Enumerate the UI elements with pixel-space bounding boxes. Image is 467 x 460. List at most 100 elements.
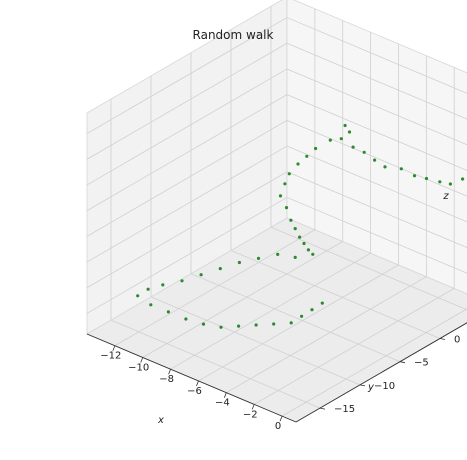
y-tick bbox=[399, 361, 406, 364]
data-point bbox=[298, 235, 302, 239]
z-grid-line bbox=[86, 120, 288, 237]
y-tick bbox=[439, 338, 446, 340]
data-point bbox=[199, 273, 203, 277]
z-grid-line bbox=[86, 197, 288, 314]
data-point bbox=[283, 182, 287, 186]
z-grid-line bbox=[86, 145, 288, 263]
x-grid-line bbox=[226, 276, 427, 394]
y-axis-label: y bbox=[367, 382, 375, 393]
data-point bbox=[373, 158, 377, 162]
x-axis-line bbox=[86, 333, 297, 423]
data-point bbox=[289, 321, 293, 325]
x-tick bbox=[223, 392, 227, 398]
data-point bbox=[314, 146, 318, 151]
data-point bbox=[310, 308, 314, 312]
data-point bbox=[412, 174, 417, 178]
data-point bbox=[289, 218, 293, 222]
y-grid-line bbox=[230, 250, 441, 339]
data-point bbox=[256, 256, 261, 260]
data-point bbox=[219, 325, 223, 329]
z-grid-line bbox=[286, 145, 467, 223]
data-point bbox=[305, 154, 309, 158]
y-tick-label: −5 bbox=[414, 358, 429, 369]
data-point bbox=[351, 145, 355, 149]
z-grid-line bbox=[286, 42, 467, 120]
y-tick-label: 0 bbox=[454, 334, 460, 345]
x-tick-label: −4 bbox=[215, 398, 230, 409]
data-point bbox=[300, 314, 304, 318]
data-point bbox=[201, 322, 206, 326]
data-point bbox=[278, 194, 283, 198]
y-axis-line bbox=[295, 322, 467, 423]
data-point bbox=[254, 323, 258, 327]
y-grid-line bbox=[110, 319, 321, 409]
z-grid-line bbox=[286, 94, 467, 171]
z-grid-line bbox=[86, 42, 288, 160]
x-grid-line bbox=[198, 264, 399, 382]
axis-panes bbox=[86, 0, 467, 423]
data-point bbox=[161, 283, 165, 287]
x-tick bbox=[140, 357, 144, 363]
data-point bbox=[180, 279, 184, 283]
x-tick-label: −10 bbox=[128, 362, 149, 373]
z-grid-line bbox=[286, 17, 467, 94]
data-point bbox=[149, 303, 153, 307]
x-tick-label: 0 bbox=[275, 421, 281, 432]
data-point bbox=[184, 317, 188, 321]
chart-title: Random walk bbox=[193, 28, 274, 42]
x-grid-line bbox=[142, 241, 343, 358]
data-point bbox=[237, 324, 241, 328]
data-point bbox=[302, 241, 306, 246]
data-point bbox=[237, 260, 241, 265]
data-point bbox=[293, 227, 297, 231]
z-grid-line bbox=[286, 171, 467, 248]
data-point bbox=[438, 180, 442, 184]
x-tick-label: −8 bbox=[159, 374, 174, 385]
z-axis-label: z bbox=[442, 191, 449, 202]
x-tick bbox=[112, 345, 116, 351]
x-tick bbox=[279, 415, 283, 422]
z-grid-line bbox=[286, 119, 467, 197]
data-point bbox=[399, 167, 403, 171]
x-grid-line bbox=[170, 252, 371, 370]
data-point bbox=[272, 322, 276, 326]
x-tick-label: −2 bbox=[243, 409, 258, 420]
y-tick bbox=[319, 407, 326, 410]
y-grid-line bbox=[270, 226, 467, 311]
x-tick bbox=[251, 404, 255, 410]
data-points bbox=[136, 123, 465, 329]
z-grid-line bbox=[86, 17, 288, 134]
x-tick-label: −12 bbox=[100, 351, 121, 362]
data-point bbox=[339, 137, 343, 141]
data-point bbox=[311, 252, 315, 256]
x-tick bbox=[196, 380, 199, 387]
data-point bbox=[287, 172, 291, 176]
data-point bbox=[461, 177, 465, 181]
data-point bbox=[424, 176, 429, 181]
x-tick bbox=[168, 369, 171, 375]
left-pane bbox=[86, 0, 288, 335]
y-tick-label: −15 bbox=[334, 404, 355, 415]
data-point bbox=[284, 206, 289, 210]
data-point bbox=[448, 182, 452, 186]
x-axis-label: x bbox=[157, 415, 164, 426]
data-point bbox=[276, 252, 280, 256]
x-tick-label: −6 bbox=[187, 386, 202, 397]
grid-lines bbox=[86, 6, 467, 417]
z-grid-line bbox=[86, 171, 288, 289]
data-point bbox=[166, 310, 170, 314]
data-point bbox=[146, 287, 150, 291]
data-point bbox=[136, 294, 140, 298]
data-point bbox=[320, 301, 324, 305]
data-point bbox=[347, 130, 352, 134]
y-tick bbox=[359, 384, 366, 387]
z-grid-line bbox=[86, 68, 288, 186]
tick-labels: −12−10−8−6−4−20−15−10−505−12.5−10.0−7.5−… bbox=[100, 334, 460, 432]
x-grid-line bbox=[114, 229, 316, 347]
data-point bbox=[328, 138, 332, 142]
data-point bbox=[362, 150, 366, 154]
z-grid-line bbox=[86, 94, 288, 211]
data-point bbox=[306, 248, 310, 252]
z-grid-line bbox=[286, 197, 467, 274]
